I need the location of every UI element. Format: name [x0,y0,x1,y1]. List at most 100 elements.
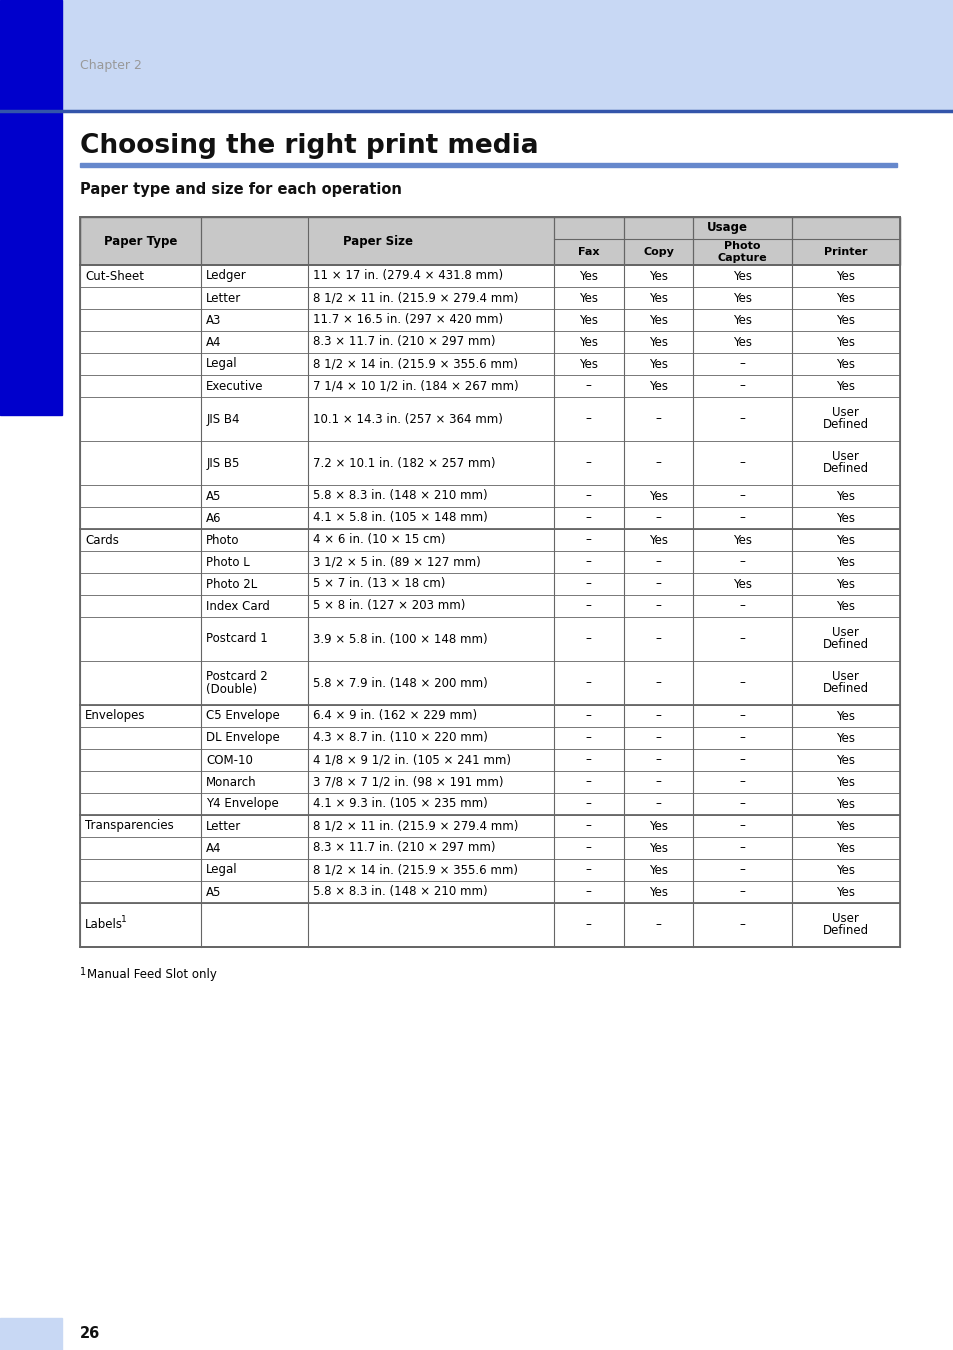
Bar [80,441,201,485]
Text: –: – [655,775,660,788]
Bar [80,792,201,815]
Text: 5.8 × 8.3 in. (148 × 210 mm): 5.8 × 8.3 in. (148 × 210 mm) [313,490,487,502]
Bar [308,837,554,859]
Text: A4: A4 [206,336,222,348]
Text: –: – [739,886,744,899]
Bar [623,375,693,397]
Text: –: – [739,490,744,502]
Bar [791,771,899,792]
Bar [693,792,791,815]
Text: Legal: Legal [206,358,237,370]
Bar [693,662,791,705]
Bar [791,551,899,572]
Text: 4.1 × 9.3 in. (105 × 235 mm): 4.1 × 9.3 in. (105 × 235 mm) [313,798,487,810]
Text: User: User [832,626,859,640]
Text: –: – [585,456,591,470]
Text: –: – [739,633,744,645]
Text: Labels: Labels [85,918,123,932]
Bar [554,662,623,705]
Text: Executive: Executive [206,379,264,393]
Text: 5.8 × 7.9 in. (148 × 200 mm): 5.8 × 7.9 in. (148 × 200 mm) [313,676,487,690]
Bar [80,662,201,705]
Text: Yes: Yes [648,270,667,282]
Text: 6.4 × 9 in. (162 × 229 mm): 6.4 × 9 in. (162 × 229 mm) [313,710,476,722]
Bar [80,309,201,331]
Text: 4 1/8 × 9 1/2 in. (105 × 241 mm): 4 1/8 × 9 1/2 in. (105 × 241 mm) [313,753,511,767]
Bar [623,331,693,352]
Bar [308,882,554,903]
Bar [623,815,693,837]
Text: Yes: Yes [836,336,855,348]
Bar [693,508,791,529]
Text: 26: 26 [80,1327,100,1342]
Bar [791,815,899,837]
Text: –: – [585,864,591,876]
Text: DL Envelope: DL Envelope [206,732,280,744]
Text: Postcard 1: Postcard 1 [206,633,268,645]
Text: Chapter 2: Chapter 2 [80,59,142,73]
Text: 8 1/2 × 11 in. (215.9 × 279.4 mm): 8 1/2 × 11 in. (215.9 × 279.4 mm) [313,292,517,305]
Text: 8.3 × 11.7 in. (210 × 297 mm): 8.3 × 11.7 in. (210 × 297 mm) [313,336,495,348]
Bar [201,288,308,309]
Bar [308,331,554,352]
Text: 7.2 × 10.1 in. (182 × 257 mm): 7.2 × 10.1 in. (182 × 257 mm) [313,456,495,470]
Bar [623,859,693,882]
Bar [791,662,899,705]
Bar [554,728,623,749]
Text: –: – [739,775,744,788]
Text: Yes: Yes [836,292,855,305]
Bar [80,705,201,728]
Text: –: – [585,578,591,590]
Bar [791,309,899,331]
Bar [201,728,308,749]
Text: Paper Type: Paper Type [104,235,177,247]
Text: Yes: Yes [648,490,667,502]
Text: Envelopes: Envelopes [85,710,146,722]
Text: –: – [739,732,744,744]
Bar [693,705,791,728]
Bar [623,595,693,617]
Text: –: – [739,676,744,690]
Bar [201,705,308,728]
Bar [308,288,554,309]
Bar [201,551,308,572]
Text: Photo L: Photo L [206,555,250,568]
Bar [554,352,623,375]
Bar [791,837,899,859]
Bar [693,815,791,837]
Text: User: User [832,671,859,683]
Bar [0,0,953,109]
Bar [308,441,554,485]
Text: Transparencies: Transparencies [85,819,173,833]
Bar [623,288,693,309]
Text: Defined: Defined [821,463,868,475]
Text: –: – [655,798,660,810]
Text: Fax: Fax [578,247,598,256]
Bar [554,792,623,815]
Text: –: – [585,599,591,613]
Bar [554,837,623,859]
Text: Yes: Yes [836,490,855,502]
Text: Yes: Yes [732,533,751,547]
Bar [201,331,308,352]
Text: Printer: Printer [823,247,866,256]
Bar [308,792,554,815]
Bar [0,0,62,414]
Text: –: – [739,918,744,932]
Text: User: User [832,451,859,463]
Text: –: – [585,512,591,525]
Bar [791,485,899,508]
Bar [693,288,791,309]
Text: –: – [655,633,660,645]
Bar [554,882,623,903]
Text: Yes: Yes [648,358,667,370]
Bar [791,352,899,375]
Text: Copy: Copy [642,247,673,256]
Text: –: – [655,578,660,590]
Bar [693,265,791,288]
Text: (Double): (Double) [206,683,257,695]
Text: –: – [585,633,591,645]
Text: –: – [585,775,591,788]
Text: 3.9 × 5.8 in. (100 × 148 mm): 3.9 × 5.8 in. (100 × 148 mm) [313,633,487,645]
Bar [693,529,791,551]
